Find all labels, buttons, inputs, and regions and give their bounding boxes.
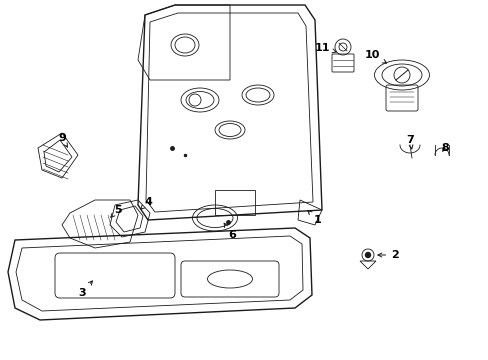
Text: 9: 9 xyxy=(58,133,67,147)
Text: 4: 4 xyxy=(141,197,152,209)
Text: 1: 1 xyxy=(307,211,321,225)
Text: 2: 2 xyxy=(377,250,398,260)
Text: 11: 11 xyxy=(314,43,336,53)
Text: 5: 5 xyxy=(111,205,122,217)
Text: 8: 8 xyxy=(440,143,448,153)
Text: 10: 10 xyxy=(364,50,386,63)
Circle shape xyxy=(365,252,370,257)
Text: 7: 7 xyxy=(406,135,413,149)
Text: 3: 3 xyxy=(78,281,92,298)
Text: 6: 6 xyxy=(224,223,235,240)
